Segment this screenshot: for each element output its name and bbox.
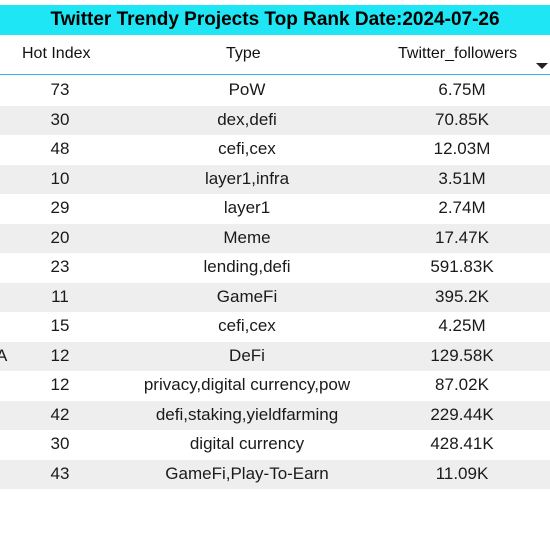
table-row[interactable]: 15 cefi,cex 4.25M: [0, 312, 550, 342]
table-row[interactable]: 11 GameFi 395.2K: [0, 282, 550, 312]
table-row[interactable]: 29 layer1 2.74M: [0, 194, 550, 224]
hot-index-cell: 12: [50, 345, 70, 365]
type-cell: layer1: [223, 198, 271, 217]
type-cell: PoW: [228, 80, 266, 99]
twitter-followers-cell: 395.2K: [435, 286, 489, 306]
hot-index-cell: 42: [50, 404, 70, 424]
type-cell: digital currency: [189, 434, 305, 453]
type-cell: Meme: [223, 227, 271, 247]
type-cell: DeFi: [229, 345, 265, 365]
type-cell: lending,defi: [203, 257, 291, 276]
table-row[interactable]: 30 digital currency 428.41K: [0, 430, 550, 460]
twitter-followers-cell: 4.25M: [438, 316, 486, 335]
hot-index-cell: 11: [51, 286, 69, 306]
type-cell: cefi,cex: [218, 316, 276, 335]
table-row[interactable]: 23 lending,defi 591.83K: [0, 253, 550, 283]
hot-index-cell: 48: [50, 139, 70, 158]
table-row[interactable]: 42 defi,staking,yieldfarming 229.44K: [0, 400, 550, 430]
twitter-followers-cell: 70.85K: [435, 109, 489, 129]
twitter-followers-cell: 2.74M: [438, 198, 486, 217]
table-body: 73 PoW 6.75M 30 dex,defi 70.85K 48 cefi,cex 12.0…: [0, 76, 550, 489]
hot-index-cell: 29: [50, 198, 70, 217]
twitter-followers-cell: 6.75M: [438, 80, 486, 99]
twitter-followers-cell: 3.51M: [438, 168, 486, 188]
twitter-followers-cell: 12.03M: [433, 139, 491, 158]
twitter-followers-cell: 87.02K: [435, 375, 489, 394]
hot-index-cell: 43: [50, 463, 70, 483]
hot-index-cell: 30: [50, 109, 70, 129]
table-row[interactable]: 30 dex,defi 70.85K: [0, 105, 550, 135]
type-cell: dex,defi: [217, 109, 277, 129]
twitter-followers-cell: 229.44K: [430, 404, 494, 424]
hot-index-cell: 12: [50, 375, 70, 394]
type-cell: GameFi,Play-To-Earn: [165, 463, 329, 483]
table-row[interactable]: 43 GameFi,Play-To-Earn 11.09K: [0, 459, 550, 489]
column-header-hot-index[interactable]: Hot Index: [22, 45, 91, 62]
twitter-followers-cell: 129.58K: [430, 345, 494, 365]
hot-index-cell: 20: [50, 227, 70, 247]
table-row[interactable]: 10 layer1,infra 3.51M: [0, 164, 550, 194]
type-cell: defi,staking,yieldfarming: [155, 404, 339, 424]
type-cell: layer1,infra: [204, 168, 290, 188]
type-cell: GameFi: [216, 286, 278, 306]
hot-index-cell: 10: [50, 168, 70, 188]
twitter-followers-cell: 591.83K: [430, 257, 494, 276]
type-cell: cefi,cex: [218, 139, 276, 158]
page-title: Twitter Trendy Projects Top Rank Date:20…: [50, 9, 500, 30]
table-row[interactable]: 20 Meme 17.47K: [0, 223, 550, 253]
table-row[interactable]: A 12 DeFi 129.58K: [0, 341, 550, 371]
twitter-followers-cell: 17.47K: [435, 227, 489, 247]
title-bar: Twitter Trendy Projects Top Rank Date:20…: [0, 5, 550, 35]
hot-index-cell: 15: [50, 316, 70, 335]
column-header-twitter-followers[interactable]: Twitter_followers: [398, 45, 518, 62]
hot-index-cell: 73: [50, 80, 70, 99]
table-header: Hot Index Type Twitter_followers: [0, 36, 550, 75]
hot-index-cell: 23: [50, 257, 70, 276]
table-row[interactable]: 48 cefi,cex 12.03M: [0, 135, 550, 165]
twitter-followers-cell: 11.09K: [435, 463, 489, 483]
table-row[interactable]: 73 PoW 6.75M: [0, 76, 550, 106]
twitter-followers-cell: 428.41K: [430, 434, 494, 453]
column-header-type[interactable]: Type: [226, 45, 261, 62]
hot-index-cell: 30: [50, 434, 70, 453]
type-cell: privacy,digital currency,pow: [143, 375, 351, 394]
sort-desc-icon[interactable]: [536, 63, 548, 69]
table-row[interactable]: 12 privacy,digital currency,pow 87.02K: [0, 371, 550, 401]
project-name-cell: A: [0, 345, 8, 365]
